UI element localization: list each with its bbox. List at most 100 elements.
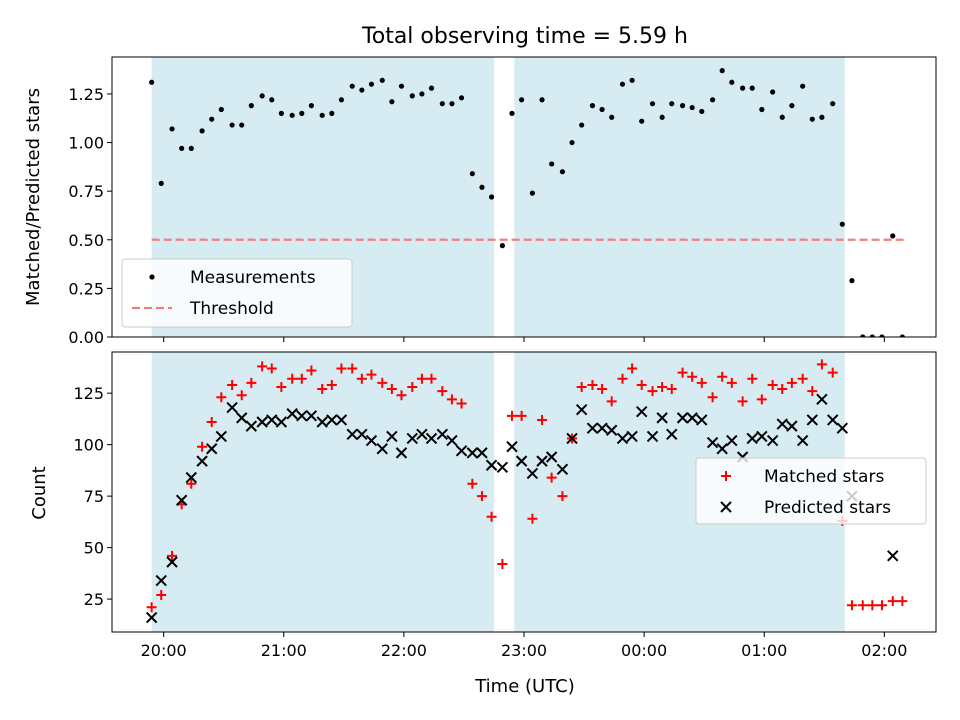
measurement-point xyxy=(409,93,415,99)
predicted-star-point xyxy=(596,422,608,434)
measurement-point xyxy=(789,103,795,109)
measurement-point xyxy=(770,89,776,95)
predicted-star-point xyxy=(605,424,618,436)
x-tick-label: 22:00 xyxy=(381,641,427,660)
matched-star-point xyxy=(537,414,548,425)
matched-star-point xyxy=(677,367,688,378)
measurement-point xyxy=(549,161,555,167)
measurement-point xyxy=(899,334,905,337)
predicted-star-point xyxy=(406,432,418,445)
predicted-star-point xyxy=(786,420,798,432)
x-tick-label: 00:00 xyxy=(621,641,667,660)
x-tick-label: 20:00 xyxy=(141,641,187,660)
measurement-point xyxy=(319,112,325,118)
measurement-point xyxy=(469,171,475,177)
predicted-star-point xyxy=(756,430,768,443)
measurement-point xyxy=(839,221,845,227)
predicted-star-point xyxy=(236,412,248,424)
predicted-star-point xyxy=(376,443,388,455)
matched-star-point xyxy=(467,478,478,489)
measurement-point xyxy=(248,103,254,109)
x-axis-label: Time (UTC) xyxy=(474,676,575,697)
predicted-star-point xyxy=(335,414,348,426)
ratio-y-axis-label: Matched/Predicted stars xyxy=(23,88,44,306)
measurement-point xyxy=(669,101,675,107)
predicted-star-point xyxy=(796,434,809,447)
matched-star-point xyxy=(876,600,887,611)
measurement-point xyxy=(509,110,515,116)
matched-star-point xyxy=(857,600,868,611)
predicted-star-point xyxy=(676,412,689,424)
predicted-star-point xyxy=(425,432,438,445)
predicted-star-point xyxy=(266,414,278,426)
predicted-star-point xyxy=(515,455,528,467)
measurement-point xyxy=(229,122,235,128)
predicted-star-point xyxy=(526,467,539,480)
matched-star-point xyxy=(606,396,617,407)
matched-star-point xyxy=(867,600,878,611)
matched-star-point xyxy=(167,550,178,561)
predicted-star-point xyxy=(356,428,368,441)
predicted-star-point xyxy=(496,461,509,474)
matched-star-point xyxy=(777,384,788,395)
predicted-star-point xyxy=(245,420,258,432)
matched-star-point xyxy=(366,369,377,380)
y-tick-label: 0.25 xyxy=(68,279,104,298)
measurement-point xyxy=(629,77,635,83)
matched-star-point xyxy=(726,377,737,388)
measurement-point xyxy=(368,81,375,87)
measurement-point xyxy=(539,97,545,103)
measurement-point xyxy=(479,184,485,190)
matched-star-point xyxy=(306,365,317,376)
predicted-star-point xyxy=(386,430,398,443)
matched-star-point xyxy=(426,373,437,384)
predicted-star-point xyxy=(656,412,668,424)
predicted-star-point xyxy=(545,451,558,463)
measurement-point xyxy=(759,106,765,113)
matched-star-point xyxy=(336,363,347,374)
y-tick-label: 50 xyxy=(84,539,104,558)
measurement-point xyxy=(458,95,465,101)
matched-star-point xyxy=(747,373,758,384)
matched-star-point xyxy=(216,392,227,403)
legend-label: Measurements xyxy=(190,268,316,288)
predicted-star-point xyxy=(416,428,428,441)
measurement-point xyxy=(359,87,365,93)
measurement-point xyxy=(649,101,656,107)
matched-star-point xyxy=(186,478,197,489)
matched-star-point xyxy=(227,379,238,390)
matched-star-point xyxy=(516,410,527,421)
predicted-star-point xyxy=(556,463,569,476)
predicted-star-point xyxy=(746,432,758,445)
measurement-point xyxy=(289,112,295,118)
matched-star-point xyxy=(246,377,257,388)
predicted-star-point xyxy=(185,471,197,484)
matched-star-point xyxy=(197,441,208,452)
measurement-point xyxy=(729,79,735,85)
predicted-star-point xyxy=(175,494,188,506)
measurement-point xyxy=(518,97,525,103)
matched-star-point xyxy=(807,386,818,397)
measurement-point xyxy=(149,79,155,85)
matched-star-point xyxy=(287,373,298,384)
predicted-star-point xyxy=(155,574,167,587)
legend-predicted-swatch xyxy=(720,501,732,513)
measurement-point xyxy=(779,114,785,120)
measurement-point xyxy=(239,122,245,128)
matched-star-point xyxy=(446,394,457,405)
measurement-point xyxy=(860,334,866,337)
matched-star-point xyxy=(617,373,628,384)
measurement-point xyxy=(879,334,885,337)
predicted-star-point xyxy=(666,428,678,441)
matched-star-point xyxy=(386,384,397,395)
measurement-point xyxy=(819,114,825,120)
legend-label: Matched stars xyxy=(764,467,884,487)
measurement-point xyxy=(579,122,585,128)
measurement-point xyxy=(398,83,405,89)
matched-star-point xyxy=(326,379,337,390)
matched-star-point xyxy=(587,379,598,390)
predicted-star-point xyxy=(646,430,659,443)
ratio-panel: 0.00 0.25 0.50 0.75 1.00 1.25 Measurements Thre… xyxy=(68,56,937,347)
predicted-star-point xyxy=(256,416,268,428)
predicted-star-point xyxy=(836,422,849,434)
